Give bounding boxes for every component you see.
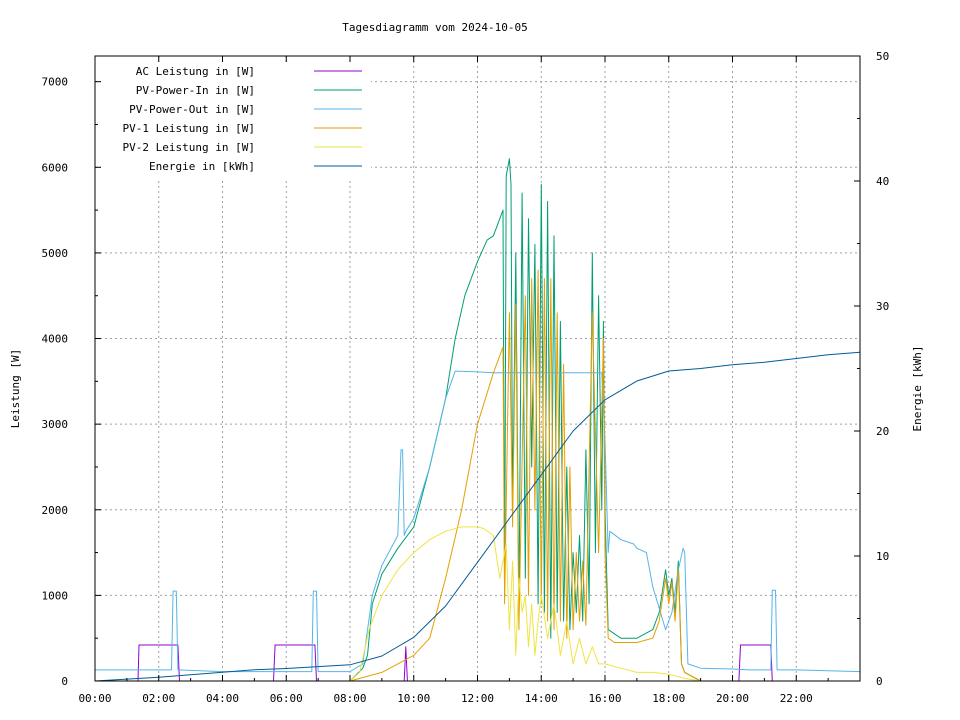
- legend-label: Energie in [kWh]: [149, 160, 255, 173]
- y2-tick-label: 10: [876, 550, 889, 563]
- x-tick-label: 12:00: [461, 692, 494, 705]
- y-tick-label: 5000: [42, 247, 69, 260]
- series-line-pv-2-leistung-in-w: [349, 526, 701, 682]
- y-tick-label: 7000: [42, 76, 69, 89]
- x-tick-label: 00:00: [78, 692, 111, 705]
- series-line-pv-power-out-in-w: [95, 370, 861, 673]
- y-tick-label: 1000: [42, 589, 69, 602]
- y-tick-label: 2000: [42, 504, 69, 517]
- y2-tick-label: 50: [876, 50, 889, 63]
- legend-label: PV-1 Leistung in [W]: [123, 122, 255, 135]
- y-axis-label: Leistung [W]: [9, 349, 22, 428]
- axes: 00:00 02:00 04:00 06:00 08:00 10:00 12:00 14:00…: [42, 50, 890, 705]
- series-line-energie-in-kwh: [94, 351, 861, 682]
- x-tick-label: 16:00: [588, 692, 621, 705]
- series-line-pv-1-leistung-in-w: [349, 269, 701, 682]
- y2-tick-label: 30: [876, 300, 889, 313]
- y-tick-label: 6000: [42, 161, 69, 174]
- x-tick-label: 18:00: [652, 692, 685, 705]
- x-tick-label: 22:00: [780, 692, 813, 705]
- y2-axis-label: Energie [kWh]: [911, 345, 924, 431]
- legend-label: AC Leistung in [W]: [136, 65, 255, 78]
- x-tick-label: 14:00: [525, 692, 558, 705]
- legend-label: PV-2 Leistung in [W]: [123, 141, 255, 154]
- legend-label: PV-Power-In in [W]: [136, 84, 255, 97]
- y-tick-label: 0: [61, 675, 68, 688]
- legend-label: PV-Power-Out in [W]: [129, 103, 255, 116]
- x-tick-label: 06:00: [270, 692, 303, 705]
- y-tick-label: 4000: [42, 333, 69, 346]
- legend: AC Leistung in [W] PV-Power-In in [W] PV-P…: [101, 62, 371, 180]
- x-tick-label: 20:00: [716, 692, 749, 705]
- y2-tick-label: 0: [876, 675, 883, 688]
- y2-tick-label: 20: [876, 425, 889, 438]
- x-tick-label: 04:00: [206, 692, 239, 705]
- x-tick-label: 02:00: [142, 692, 175, 705]
- x-tick-label: 10:00: [397, 692, 430, 705]
- chart-title: Tagesdiagramm vom 2024-10-05: [342, 21, 527, 34]
- legend-background: [101, 62, 371, 180]
- x-tick-label: 08:00: [333, 692, 366, 705]
- y2-tick-label: 40: [876, 175, 889, 188]
- y-tick-label: 3000: [42, 418, 69, 431]
